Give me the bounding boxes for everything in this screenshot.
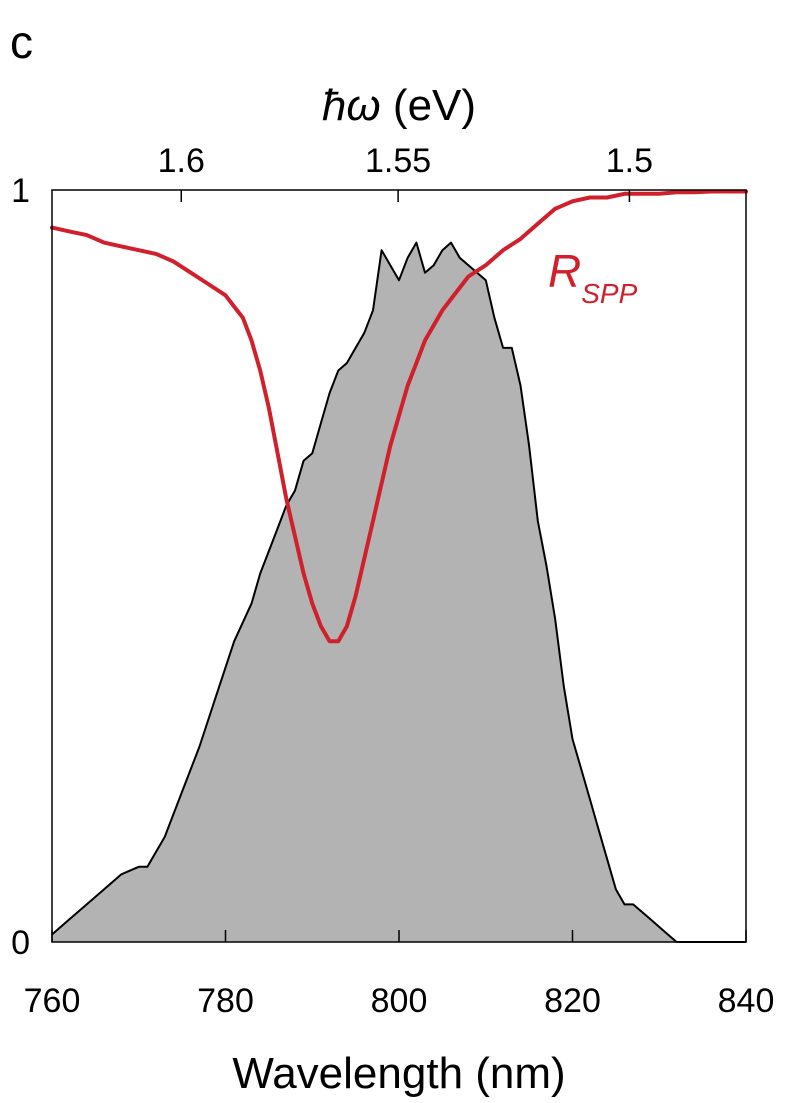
x2-tick-label: 1.6 [158,142,205,180]
y-tick-label: 0 [11,924,30,962]
x-tick-label: 820 [544,982,601,1020]
series-label-subscript: SPP [581,278,637,309]
x-tick-label: 840 [718,982,775,1020]
series-layer [50,189,748,943]
x2-axis-unit: (eV) [381,81,476,130]
x2-ticks: 1.6 1.55 1.5 [158,142,653,202]
x-tick-label: 800 [371,982,428,1020]
x-tick-label: 780 [197,982,254,1020]
series-label-reflectance: RSPP [548,245,638,309]
y-tick-label: 1 [11,172,30,210]
series-label-main: R [548,245,581,297]
series-reflectance-line [50,189,748,644]
x2-axis-title: ħω (eV) [322,81,476,130]
panel-label: c [10,16,33,68]
x2-axis-symbol: ħω [322,81,381,130]
series-spectrum-area [52,242,746,943]
x2-tick-label: 1.5 [606,142,653,180]
x-tick-label: 760 [24,982,81,1020]
x2-tick-label: 1.55 [365,142,431,180]
x-axis-title: Wavelength (nm) [232,1049,565,1098]
y-ticks: 01 [11,172,30,962]
series-spectrum-outline [51,241,746,943]
x-ticks: 760 780 800 820 840 [24,930,775,1020]
